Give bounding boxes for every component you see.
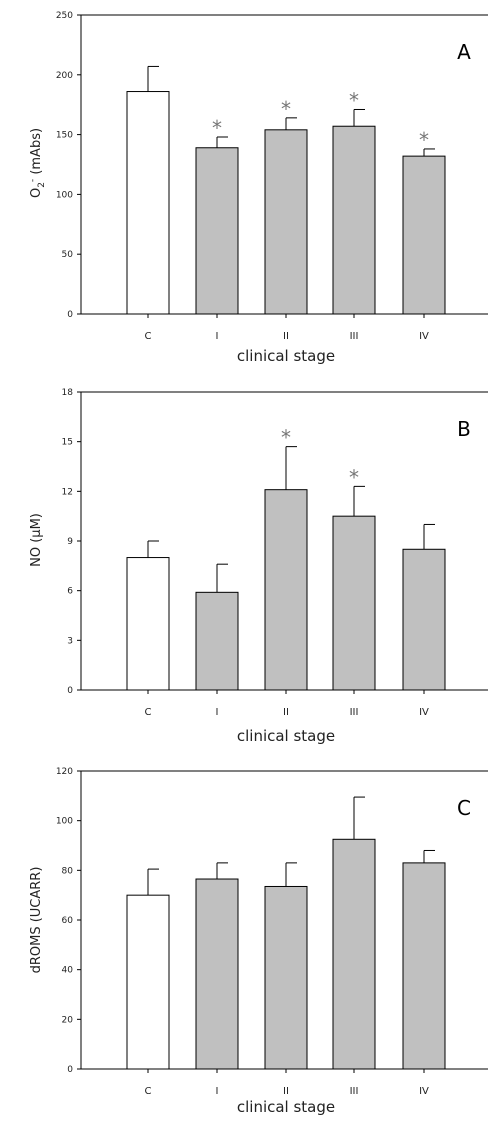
y-axis-label-superscript: - bbox=[28, 179, 38, 182]
bar-iii bbox=[332, 838, 376, 1070]
bar-i bbox=[195, 147, 239, 315]
y-tick-label: 12 bbox=[62, 487, 73, 497]
y-tick-label: 120 bbox=[56, 767, 73, 777]
y-tick-label: 250 bbox=[56, 11, 73, 21]
y-tick-label: 100 bbox=[56, 817, 73, 827]
x-tick-label: IV bbox=[419, 1086, 429, 1097]
y-axis-label: dROMS (UCARR) bbox=[29, 867, 44, 974]
x-tick-label: I bbox=[216, 1086, 219, 1097]
x-tick-label: IV bbox=[419, 331, 429, 342]
x-axis-label: clinical stage bbox=[237, 1098, 335, 1116]
y-tick-label: 6 bbox=[67, 587, 73, 597]
x-axis-label: clinical stage bbox=[237, 727, 335, 745]
x-axis-label: clinical stage bbox=[237, 347, 335, 365]
x-tick-label: II bbox=[283, 331, 289, 342]
x-tick-label: III bbox=[350, 1086, 359, 1097]
y-tick-label: 150 bbox=[56, 131, 73, 141]
x-tick-label: C bbox=[145, 1086, 152, 1097]
y-tick-label: 0 bbox=[67, 686, 73, 696]
panel-label: C bbox=[457, 796, 471, 820]
bar-iii bbox=[332, 125, 376, 315]
bar-ii bbox=[264, 885, 308, 1070]
y-axis-label-main: O bbox=[29, 188, 44, 198]
y-tick-label: 18 bbox=[62, 388, 74, 398]
x-tick-label: I bbox=[216, 707, 219, 718]
bar-iv bbox=[402, 155, 446, 315]
y-tick-label: 0 bbox=[67, 310, 73, 320]
bar-iv bbox=[402, 862, 446, 1070]
bar-ii bbox=[264, 129, 308, 315]
x-tick-label: II bbox=[283, 1086, 289, 1097]
x-tick-label: III bbox=[350, 331, 359, 342]
bar-iii bbox=[332, 515, 376, 691]
x-tick-label: IV bbox=[419, 707, 429, 718]
y-tick-label: 80 bbox=[62, 866, 74, 876]
y-axis-label: NO (μM) bbox=[29, 513, 44, 567]
significance-star: * bbox=[349, 465, 359, 489]
bar-c bbox=[126, 894, 170, 1070]
panel-label: B bbox=[457, 417, 471, 441]
significance-star: * bbox=[349, 88, 359, 112]
y-axis-label: O2- (mAbs) bbox=[28, 128, 47, 198]
y-tick-label: 20 bbox=[62, 1015, 74, 1025]
x-tick-label: C bbox=[145, 707, 152, 718]
significance-star: * bbox=[212, 116, 222, 140]
panel-a: 0 50 100 150 200 250 C I * II * III * IV * clinical sta… bbox=[28, 11, 488, 365]
panel-label: A bbox=[457, 40, 471, 64]
bar-i bbox=[195, 591, 239, 691]
y-tick-label: 0 bbox=[67, 1065, 73, 1075]
y-tick-label: 60 bbox=[62, 916, 74, 926]
bar-c bbox=[126, 91, 170, 315]
y-tick-label: 9 bbox=[67, 537, 73, 547]
x-tick-label: C bbox=[145, 331, 152, 342]
y-tick-label: 3 bbox=[67, 636, 73, 646]
bar-i bbox=[195, 878, 239, 1070]
significance-star: * bbox=[281, 97, 291, 121]
y-tick-label: 15 bbox=[62, 438, 73, 448]
bar-c bbox=[126, 557, 170, 691]
x-tick-label: I bbox=[216, 331, 219, 342]
y-tick-label: 100 bbox=[56, 190, 73, 200]
y-tick-label: 200 bbox=[56, 71, 73, 81]
x-tick-label: II bbox=[283, 707, 289, 718]
y-axis-label-subscript: 2 bbox=[37, 182, 47, 188]
y-tick-label: 40 bbox=[62, 966, 74, 976]
significance-star: * bbox=[419, 128, 429, 152]
y-axis-label-rest: (mAbs) bbox=[29, 128, 44, 179]
bar-iv bbox=[402, 548, 446, 691]
bar-ii bbox=[264, 489, 308, 691]
significance-star: * bbox=[281, 426, 291, 450]
y-tick-label: 50 bbox=[62, 250, 74, 260]
x-tick-label: III bbox=[350, 707, 359, 718]
